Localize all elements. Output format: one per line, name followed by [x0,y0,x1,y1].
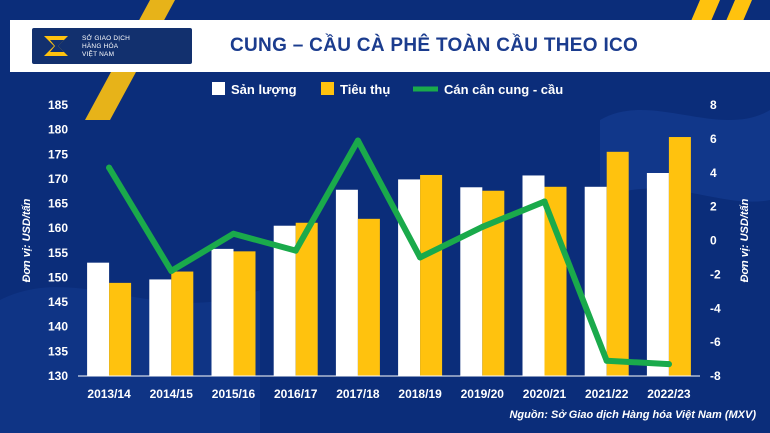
y-left-tick-label: 160 [48,221,68,235]
y-left-tick-label: 145 [48,295,68,309]
legend-label-balance: Cán cân cung - cầu [444,82,563,97]
y-right-tick-label: -2 [710,267,721,281]
y-right-tick-label: -6 [710,335,721,349]
bar-production [335,189,358,376]
y-right-tick-label: 0 [710,234,717,248]
bar-production [149,279,172,376]
x-tick-label: 2022/23 [647,387,691,401]
legend-swatch-consumption [321,82,334,95]
bar-consumption [668,137,691,376]
balance-point [354,137,361,144]
y-left-tick-label: 165 [48,197,68,211]
x-tick-label: 2015/16 [212,387,256,401]
y-left-tick-label: 175 [48,147,68,161]
bar-consumption [357,218,380,376]
bar-production [584,186,607,376]
bar-production [211,248,234,376]
chart-title: CUNG – CẦU CÀ PHÊ TOÀN CẦU THEO ICO [230,35,639,56]
bar-production [87,262,110,376]
source-note: Nguồn: Sở Giao dịch Hàng hóa Việt Nam (M… [509,409,756,421]
bar-consumption [295,222,318,376]
bar-consumption [109,282,132,376]
y-right-tick-label: -4 [710,301,721,315]
bar-production [460,187,483,376]
bar-production [646,172,669,376]
y-left-tick-label: 170 [48,172,68,186]
bar-consumption [420,174,443,376]
bar-consumption [233,251,256,376]
logo-mark-icon [44,36,68,56]
balance-point [106,164,113,171]
y-right-tick-label: 6 [710,132,717,146]
y-left-tick-label: 155 [48,246,68,260]
bar-consumption [544,186,567,376]
x-tick-label: 2021/22 [585,387,629,401]
balance-point [541,198,548,205]
balance-point [603,357,610,364]
y-right-tick-label: 8 [710,98,717,112]
legend-label-consumption: Tiêu thụ [340,82,390,97]
x-tick-label: 2019/20 [461,387,505,401]
y-left-tick-label: 130 [48,369,68,383]
y-left-tick-label: 135 [48,344,68,358]
header-bar: SỞ GIAO DỊCH HÀNG HÓA VIỆT NAM CUNG – CẦ… [10,20,770,72]
legend-label-production: Sản lượng [231,82,297,97]
y-right-axis-label: Đơn vị: USD/tấn [739,198,751,282]
x-tick-label: 2013/14 [87,387,131,401]
y-right-tick-label: 4 [710,166,717,180]
bar-consumption [606,151,629,376]
x-tick-label: 2018/19 [398,387,442,401]
bar-production [522,175,545,376]
bar-consumption [482,190,505,376]
bar-consumption [171,271,194,376]
balance-line [106,137,672,368]
y-left-tick-label: 140 [48,320,68,334]
legend-swatch-production [212,82,225,95]
x-tick-label: 2020/21 [523,387,567,401]
y-left-tick-label: 185 [48,98,68,112]
balance-point [479,223,486,230]
logo: SỞ GIAO DỊCH HÀNG HÓA VIỆT NAM [32,28,192,64]
balance-point [230,230,237,237]
x-tick-label: 2017/18 [336,387,380,401]
balance-point [292,247,299,254]
logo-text: SỞ GIAO DỊCH HÀNG HÓA VIỆT NAM [82,35,131,58]
x-tick-label: 2014/15 [150,387,194,401]
bar-production [398,179,421,376]
y-right-tick-label: 2 [710,200,717,214]
balance-point [417,254,424,261]
y-left-tick-label: 180 [48,123,68,137]
balance-point [168,267,175,274]
x-tick-label: 2016/17 [274,387,318,401]
bar-production [273,225,296,376]
balance-point [665,361,672,368]
y-right-tick-label: -8 [710,369,721,383]
y-left-tick-label: 150 [48,270,68,284]
y-left-axis-label: Đơn vị: USD/tấn [21,198,33,282]
